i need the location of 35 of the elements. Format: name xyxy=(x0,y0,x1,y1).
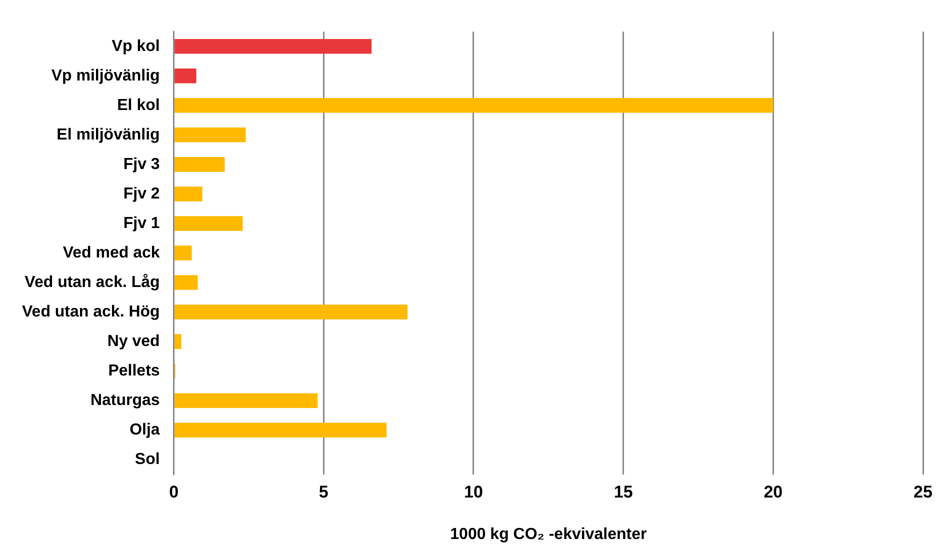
y-tick-label: Pellets xyxy=(108,362,160,380)
bar xyxy=(174,38,372,54)
y-tick-label: Ny ved xyxy=(107,332,160,350)
y-tick-label: El kol xyxy=(117,96,160,114)
x-axis-title: 1000 kg CO₂ -ekvivalenter xyxy=(450,526,647,543)
bar xyxy=(174,304,408,320)
bar xyxy=(174,98,774,113)
bar xyxy=(174,422,387,438)
y-tick-label: Fjv 2 xyxy=(123,185,160,202)
y-tick-label: El miljövänlig xyxy=(56,126,160,144)
x-tick-label: 10 xyxy=(464,482,483,502)
x-tick-label: 5 xyxy=(318,482,328,502)
bar xyxy=(174,157,225,172)
bar xyxy=(174,393,318,408)
y-tick-label: Sol xyxy=(134,451,160,468)
y-tick-label: Vp kol xyxy=(112,38,160,55)
y-tick-label: Ved utan ack. Låg xyxy=(24,272,160,291)
bar xyxy=(174,275,198,290)
bar xyxy=(174,334,182,349)
bar xyxy=(174,216,243,231)
y-tick-label: Naturgas xyxy=(90,392,160,410)
bar xyxy=(174,128,246,142)
y-tick-label: Fjv 3 xyxy=(123,156,160,173)
x-tick-label: 20 xyxy=(764,482,783,502)
x-tick-label: 0 xyxy=(169,482,179,502)
y-tick-label: Ved med ack xyxy=(62,244,160,262)
x-tick-label: 25 xyxy=(914,482,932,502)
bar xyxy=(174,68,196,84)
x-tick-label: 15 xyxy=(614,482,633,502)
y-tick-label: Olja xyxy=(130,422,160,439)
bar xyxy=(174,246,192,260)
bar xyxy=(174,186,202,202)
y-tick-label: Fjv 1 xyxy=(123,214,160,232)
y-tick-label: Vp miljövänlig xyxy=(51,67,160,84)
y-tick-label: Ved utan ack. Hög xyxy=(22,303,160,320)
